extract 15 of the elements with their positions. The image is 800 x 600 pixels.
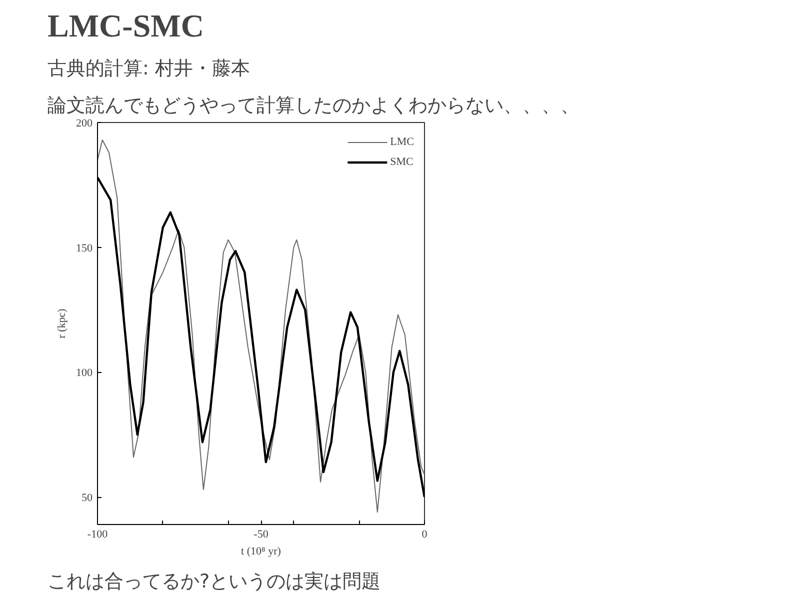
chart-subtitle: 古典的計算: 村井・藤本 xyxy=(48,58,250,80)
y-axis-title: r (kpc) xyxy=(56,308,68,338)
y-tick-label: 150 xyxy=(76,242,93,254)
x-tick-label: 0 xyxy=(422,528,428,540)
x-axis-title: t (10⁸ yr) xyxy=(241,546,282,558)
chart-title: LMC-SMC xyxy=(48,8,204,44)
x-tick-label: -50 xyxy=(254,528,269,540)
y-tick-label: 50 xyxy=(82,492,93,504)
legend-label: LMC xyxy=(390,136,414,148)
text: これは合ってるか?というのは実は問題 xyxy=(48,570,381,592)
legend-label: SMC xyxy=(390,156,414,168)
text: 論文読んでもどうやって計算したのかよくわからない、、、、 xyxy=(48,94,580,116)
x-tick-label: -100 xyxy=(87,528,108,540)
y-tick-label: 100 xyxy=(76,367,93,380)
y-tick-label: 200 xyxy=(76,118,93,130)
